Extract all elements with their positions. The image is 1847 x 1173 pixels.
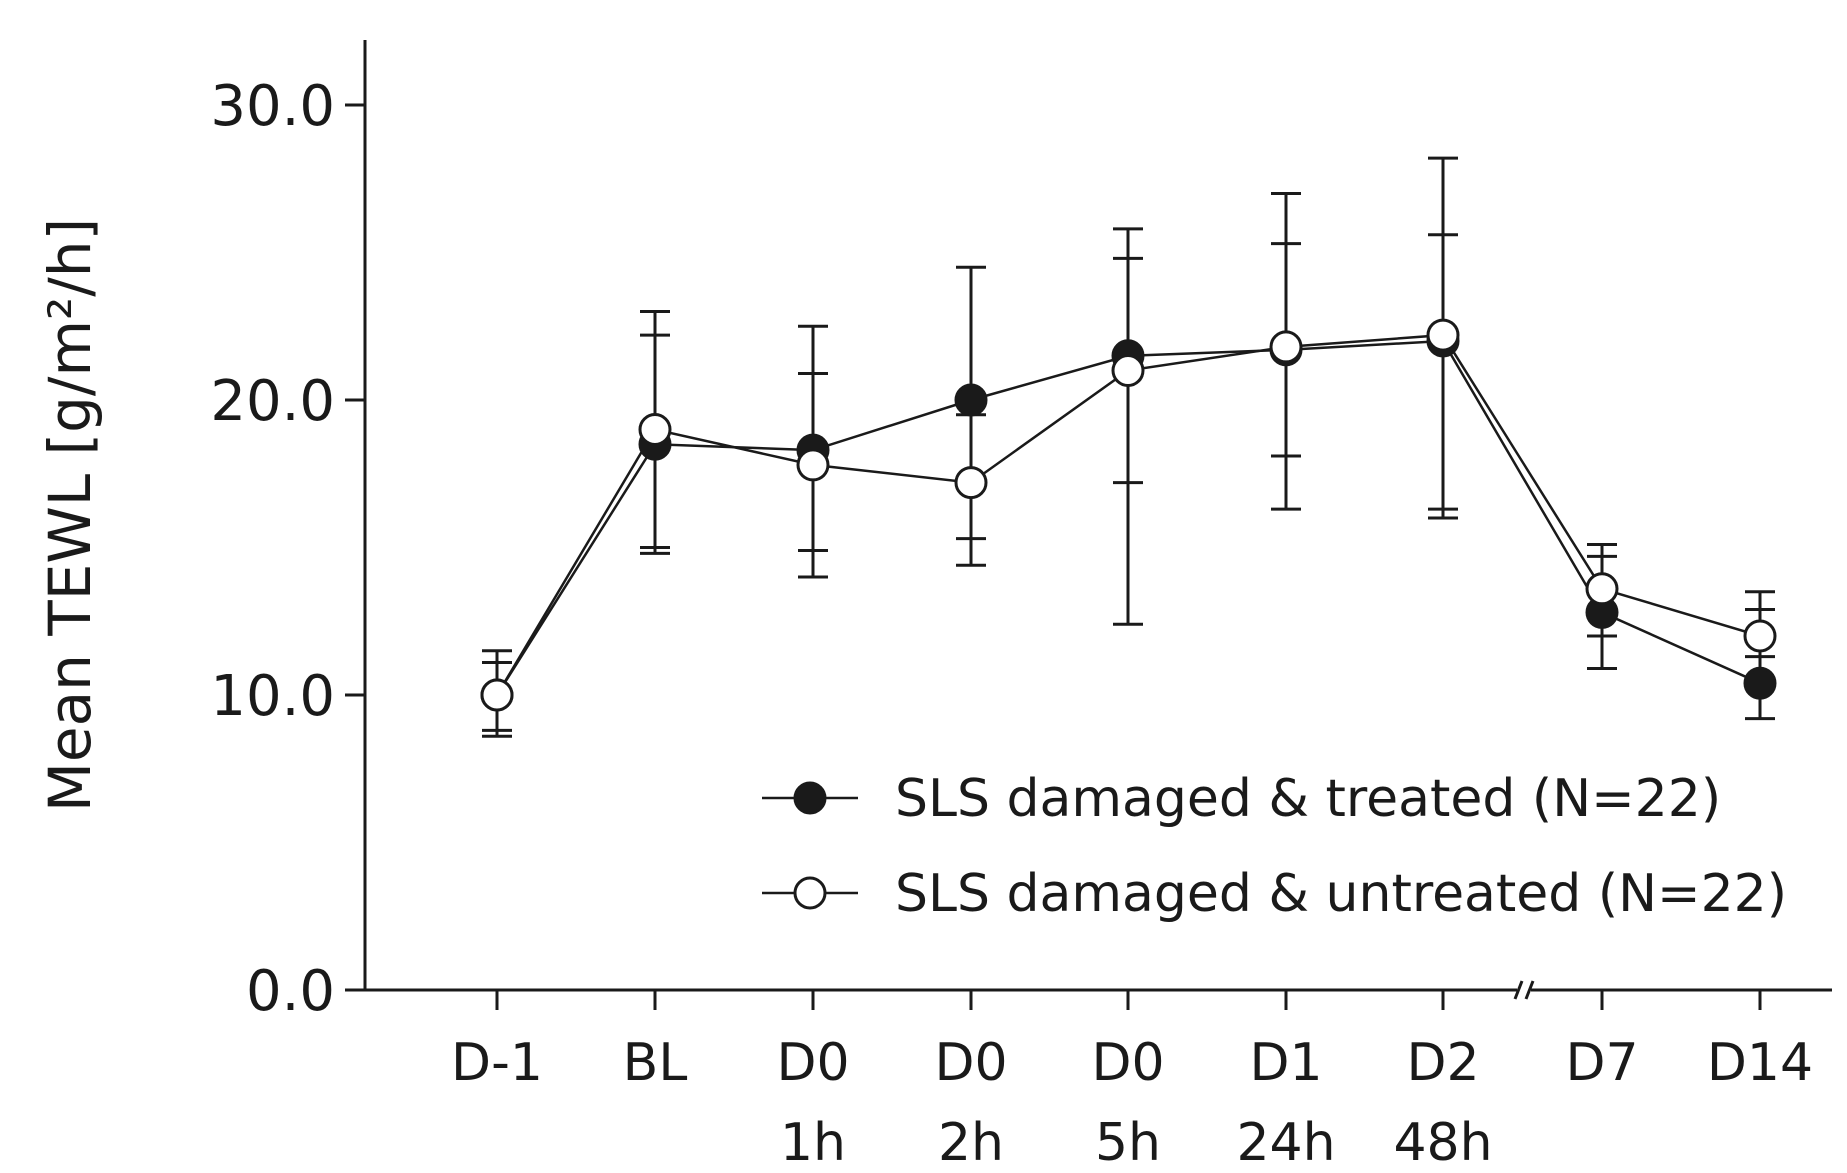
ticks: 0.0 10.0 20.0 30.0 D-1 BL D0 1h D0 2h D0 5h D1 24h D2 4… — [210, 74, 1813, 1173]
point-untreated — [954, 466, 988, 500]
x-tick-label: D1 — [1249, 1033, 1322, 1093]
axis-break-mark — [1513, 980, 1524, 1000]
x-tick-sublabel: 24h — [1236, 1113, 1335, 1173]
x-tick-sublabel: 2h — [938, 1113, 1004, 1173]
error-bars — [482, 156, 1775, 738]
x-tick-sublabel: 1h — [780, 1113, 846, 1173]
point-untreated — [480, 678, 514, 712]
data-points — [480, 318, 1777, 712]
x-tick-label: D0 — [934, 1033, 1007, 1093]
x-tick-label: BL — [623, 1033, 688, 1093]
x-tick-label: D14 — [1707, 1033, 1813, 1093]
point-untreated — [1269, 330, 1303, 364]
x-tick-sublabel: 48h — [1393, 1113, 1492, 1173]
y-axis-label: Mean TEWL [g/m²/h] — [36, 218, 104, 812]
y-tick-label: 20.0 — [210, 369, 335, 434]
legend-marker-open — [793, 876, 827, 910]
y-tick-label: 10.0 — [210, 664, 335, 729]
legend-label: SLS damaged & untreated (N=22) — [895, 864, 1787, 924]
point-untreated — [1585, 572, 1619, 606]
point-untreated — [1743, 619, 1777, 653]
point-treated — [954, 383, 988, 417]
legend: SLS damaged & treated (N=22) SLS damaged … — [762, 769, 1787, 924]
axes — [363, 40, 1832, 1000]
legend-marker-filled — [793, 781, 827, 815]
x-tick-label: D0 — [1091, 1033, 1164, 1093]
point-untreated — [796, 448, 830, 482]
legend-label: SLS damaged & treated (N=22) — [895, 769, 1721, 829]
x-tick-label: D-1 — [451, 1033, 543, 1093]
point-untreated — [638, 413, 672, 446]
x-tick-label: D0 — [776, 1033, 849, 1093]
y-tick-label: 0.0 — [246, 959, 335, 1024]
y-tick-label: 30.0 — [210, 74, 335, 139]
axis-break-mark — [1524, 980, 1535, 1000]
x-tick-label: D7 — [1565, 1033, 1638, 1093]
x-tick-sublabel: 5h — [1095, 1113, 1161, 1173]
point-untreated — [1111, 354, 1145, 387]
point-untreated — [1426, 318, 1460, 352]
x-tick-label: D2 — [1406, 1033, 1479, 1093]
point-treated — [1743, 666, 1777, 700]
